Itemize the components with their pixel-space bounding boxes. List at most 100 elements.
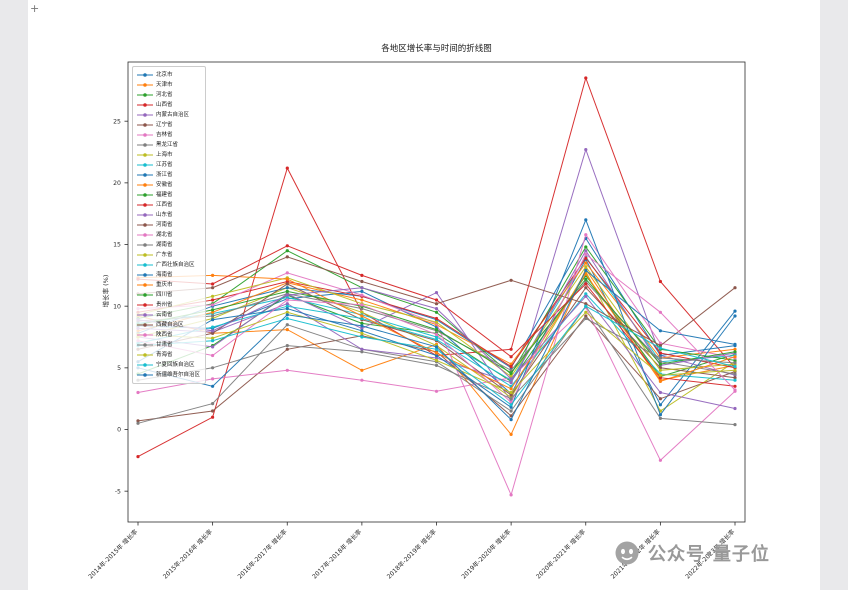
data-point-marker [658, 373, 663, 377]
legend-item: 河北省 [137, 90, 200, 100]
series-line [137, 76, 736, 458]
legend-marker-icon [137, 163, 153, 167]
data-point-marker [360, 293, 364, 297]
data-point-marker [136, 455, 140, 459]
legend-label: 江苏省 [156, 162, 173, 168]
legend-label: 广东省 [156, 252, 173, 258]
legend-label: 江西省 [156, 202, 173, 208]
data-point-marker [211, 339, 215, 343]
legend-marker-icon [137, 113, 153, 117]
data-point-marker [136, 421, 140, 425]
data-point-marker [434, 316, 439, 321]
legend-label: 浙江省 [156, 172, 173, 178]
data-point-marker [509, 381, 513, 385]
legend-marker-icon [137, 233, 153, 237]
data-point-marker [360, 289, 364, 293]
data-point-marker [509, 403, 513, 407]
data-point-marker [509, 393, 513, 397]
legend-marker-icon [137, 123, 153, 127]
data-point-marker [211, 345, 215, 349]
data-point-marker [509, 390, 513, 395]
data-point-marker [584, 294, 588, 298]
data-point-marker [285, 279, 289, 284]
data-point-marker [658, 356, 663, 360]
data-point-marker [434, 332, 439, 337]
data-point-marker [211, 310, 215, 314]
x-tick-label: 2016年-2017年 增长率 [236, 528, 289, 581]
data-point-marker [211, 409, 215, 413]
legend-label: 湖南省 [156, 242, 173, 248]
legend-marker-icon [137, 333, 153, 337]
data-point-marker [658, 379, 663, 383]
legend-item: 贵州省 [137, 300, 200, 310]
data-point-marker [658, 279, 663, 284]
legend-label: 上海市 [156, 152, 173, 158]
data-point-marker [584, 277, 588, 281]
legend-marker-icon [137, 243, 153, 247]
x-tick-label: 2019年-2020年 增长率 [460, 528, 513, 581]
data-point-marker [434, 389, 439, 393]
legend-marker-icon [137, 283, 153, 287]
data-point-marker [211, 329, 215, 333]
data-point-marker [360, 350, 364, 354]
legend-label: 宁夏回族自治区 [156, 362, 195, 368]
chart-title: 各地区增长率与时间的折线图 [381, 44, 492, 54]
data-point-marker [360, 307, 364, 311]
corner-crop-mark: + [30, 2, 40, 15]
data-point-marker [360, 347, 364, 351]
legend-marker-icon [137, 93, 153, 97]
data-point-marker [584, 148, 588, 152]
legend-label: 河北省 [156, 92, 173, 98]
data-point-marker [211, 273, 215, 277]
data-point-marker [285, 316, 289, 321]
legend-label: 海南省 [156, 272, 173, 278]
data-point-marker [584, 292, 588, 296]
data-point-marker [733, 376, 737, 380]
legend-marker-icon [137, 273, 153, 277]
watermark-text: 公众号·量子位 [648, 544, 770, 565]
data-point-marker [285, 282, 289, 286]
legend-item: 安徽省 [137, 180, 200, 190]
data-point-marker [285, 293, 289, 297]
x-tick-label: 2017年-2018年 增长率 [311, 528, 364, 581]
legend-item: 山东省 [137, 210, 200, 220]
data-point-marker [136, 419, 140, 423]
legend-marker-icon [137, 353, 153, 357]
data-point-marker [211, 282, 215, 286]
legend-label: 青海省 [156, 352, 173, 358]
legend-label: 福建省 [156, 192, 173, 198]
data-point-marker [285, 347, 289, 351]
legend-label: 云南省 [156, 312, 173, 318]
legend-item: 河南省 [137, 220, 200, 230]
data-point-marker [211, 303, 215, 307]
y-tick-label: 15 [113, 242, 121, 249]
qbitai-face-icon [615, 541, 639, 565]
legend-marker-icon [137, 143, 153, 147]
data-point-marker [136, 390, 140, 395]
data-point-marker [434, 351, 439, 355]
data-point-marker [733, 342, 737, 346]
data-point-marker [285, 298, 289, 302]
data-point-marker [733, 406, 737, 411]
legend-label: 重庆市 [156, 282, 173, 288]
legend-item: 北京市 [137, 70, 200, 80]
data-point-marker [211, 286, 215, 290]
data-point-marker [211, 353, 215, 358]
data-point-marker [285, 271, 289, 275]
data-point-marker [584, 286, 588, 290]
data-point-marker [658, 362, 663, 366]
legend-item: 广西壮族自治区 [137, 260, 200, 270]
legend-label: 北京市 [156, 72, 173, 78]
data-point-marker [584, 314, 588, 318]
data-point-marker [733, 347, 737, 351]
data-point-marker [360, 321, 364, 325]
data-point-marker [733, 388, 737, 392]
watermark: 公众号·量子位 [614, 540, 770, 566]
y-axis-label: 增长率 (%) [102, 274, 110, 308]
data-point-marker [584, 249, 588, 253]
data-point-marker [584, 252, 588, 256]
data-point-marker [211, 377, 215, 381]
legend-item: 青海省 [137, 350, 200, 360]
data-point-marker [509, 397, 513, 401]
